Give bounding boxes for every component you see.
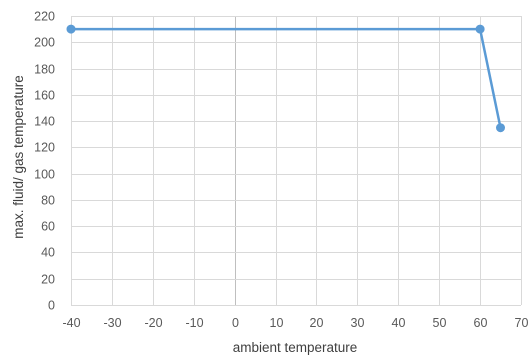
x-axis-title: ambient temperature: [233, 340, 358, 355]
y-tick-label: 80: [41, 194, 55, 208]
y-tick-labels: 0 20 40 60 80 100 120 140 160 180 200 220: [34, 10, 55, 313]
y-tick-label: 40: [41, 246, 55, 260]
x-tick-label: 40: [392, 316, 406, 330]
x-tick-label: 20: [310, 316, 324, 330]
x-tick-label: -20: [144, 316, 162, 330]
y-tick-label: 220: [34, 10, 55, 24]
y-tick-label: 60: [41, 220, 55, 234]
y-tick-label: 180: [34, 63, 55, 77]
x-tick-labels: -40 -30 -20 -10 0 10 20 30 40 50 60 70: [62, 316, 528, 330]
y-tick-label: 120: [34, 141, 55, 155]
vertical-gridlines: [71, 16, 522, 305]
x-tick-label: -10: [185, 316, 203, 330]
horizontal-gridlines: [71, 16, 521, 306]
series-layer: [66, 24, 505, 133]
y-tick-label: 200: [34, 36, 55, 50]
x-tick-label: 50: [433, 316, 447, 330]
y-tick-label: 0: [48, 299, 55, 313]
y-axis-title: max. fluid/ gas temperature: [11, 75, 26, 239]
x-tick-label: 60: [474, 316, 488, 330]
data-point: [66, 24, 76, 34]
series-line: [71, 27, 502, 128]
y-tick-label: 140: [34, 115, 55, 129]
y-tick-label: 20: [41, 273, 55, 287]
x-tick-label: -30: [103, 316, 121, 330]
x-tick-label: 70: [515, 316, 529, 330]
x-tick-label: 30: [351, 316, 365, 330]
data-point: [475, 24, 485, 34]
x-tick-label: -40: [62, 316, 80, 330]
y-tick-label: 160: [34, 89, 55, 103]
data-point: [496, 123, 505, 133]
x-tick-label: 0: [232, 316, 239, 330]
y-tick-label: 100: [34, 168, 55, 182]
x-tick-label: 10: [270, 316, 284, 330]
